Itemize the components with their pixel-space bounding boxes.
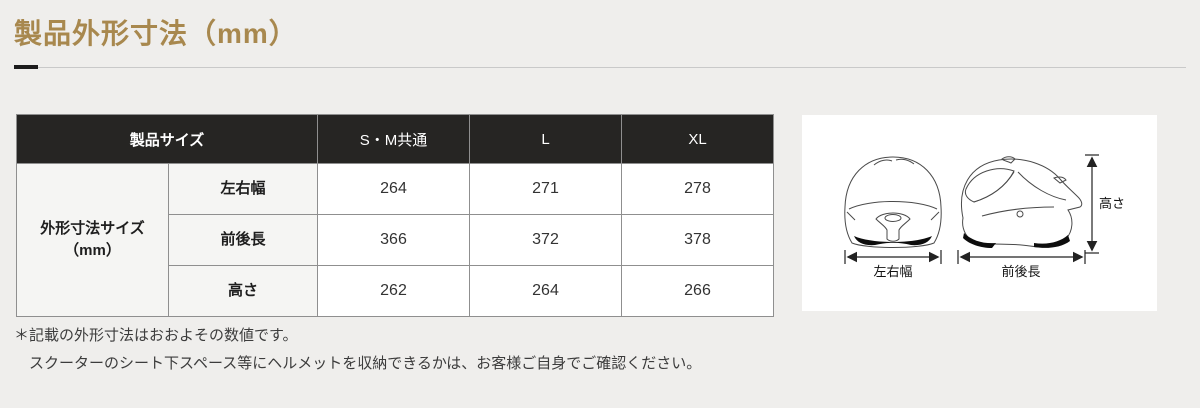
header-size-sm: S・M共通 [317,114,470,164]
value-length-xl: 378 [621,214,774,266]
page-title: 製品外形寸法（mm） [14,18,298,49]
helmet-side-view-drawing [961,156,1083,248]
dimensions-table: 製品サイズ S・M共通 L XL 外形寸法サイズ （mm） 左右幅 264 27… [16,114,774,317]
table-row: 前後長 366 372 378 [17,214,774,266]
row-label-width: 左右幅 [168,163,318,215]
value-height-xl: 266 [621,265,774,317]
table-row: 高さ 262 264 266 [17,265,774,317]
header-size-l: L [469,114,622,164]
footnote-line-1: ＊記載の外形寸法はおおよその数値です。 [14,327,298,344]
helmet-back-view-drawing [844,156,942,248]
height-dimension-label: 高さ [1099,196,1125,211]
value-length-l: 372 [469,214,622,266]
value-width-sm: 264 [317,163,470,215]
length-dimension-label: 前後長 [1001,264,1040,279]
table-header-row: 製品サイズ S・M共通 L XL [16,114,774,164]
helmet-dimension-diagram: 左右幅 前後長 高さ [844,154,1125,279]
width-dimension-arrow [844,250,942,264]
row-label-height: 高さ [168,265,318,317]
title-divider-accent [14,65,38,69]
footnote-line-2: スクーターのシート下スペース等にヘルメットを収納できるかは、お客様ご自身でご確認… [29,355,702,372]
title-divider [14,65,1186,69]
row-group-label: 外形寸法サイズ （mm） [16,163,169,317]
row-group-label-line2: （mm） [64,242,121,259]
header-size-xl: XL [621,114,774,164]
value-length-sm: 366 [317,214,470,266]
height-dimension-arrow [1085,154,1099,254]
value-width-xl: 278 [621,163,774,215]
header-product-size: 製品サイズ [16,114,318,164]
row-group-label-line1: 外形寸法サイズ [40,219,145,237]
value-height-l: 264 [469,265,622,317]
row-label-length: 前後長 [168,214,318,266]
footnotes: ＊記載の外形寸法はおおよその数値です。 スクーターのシート下スペース等にヘルメッ… [14,322,701,378]
value-height-sm: 262 [317,265,470,317]
length-dimension-arrow [957,250,1086,264]
table-row: 外形寸法サイズ （mm） 左右幅 264 271 278 [16,163,774,317]
value-width-l: 271 [469,163,622,215]
width-dimension-label: 左右幅 [873,264,912,279]
helmet-diagram-panel: 左右幅 前後長 高さ [802,115,1157,311]
